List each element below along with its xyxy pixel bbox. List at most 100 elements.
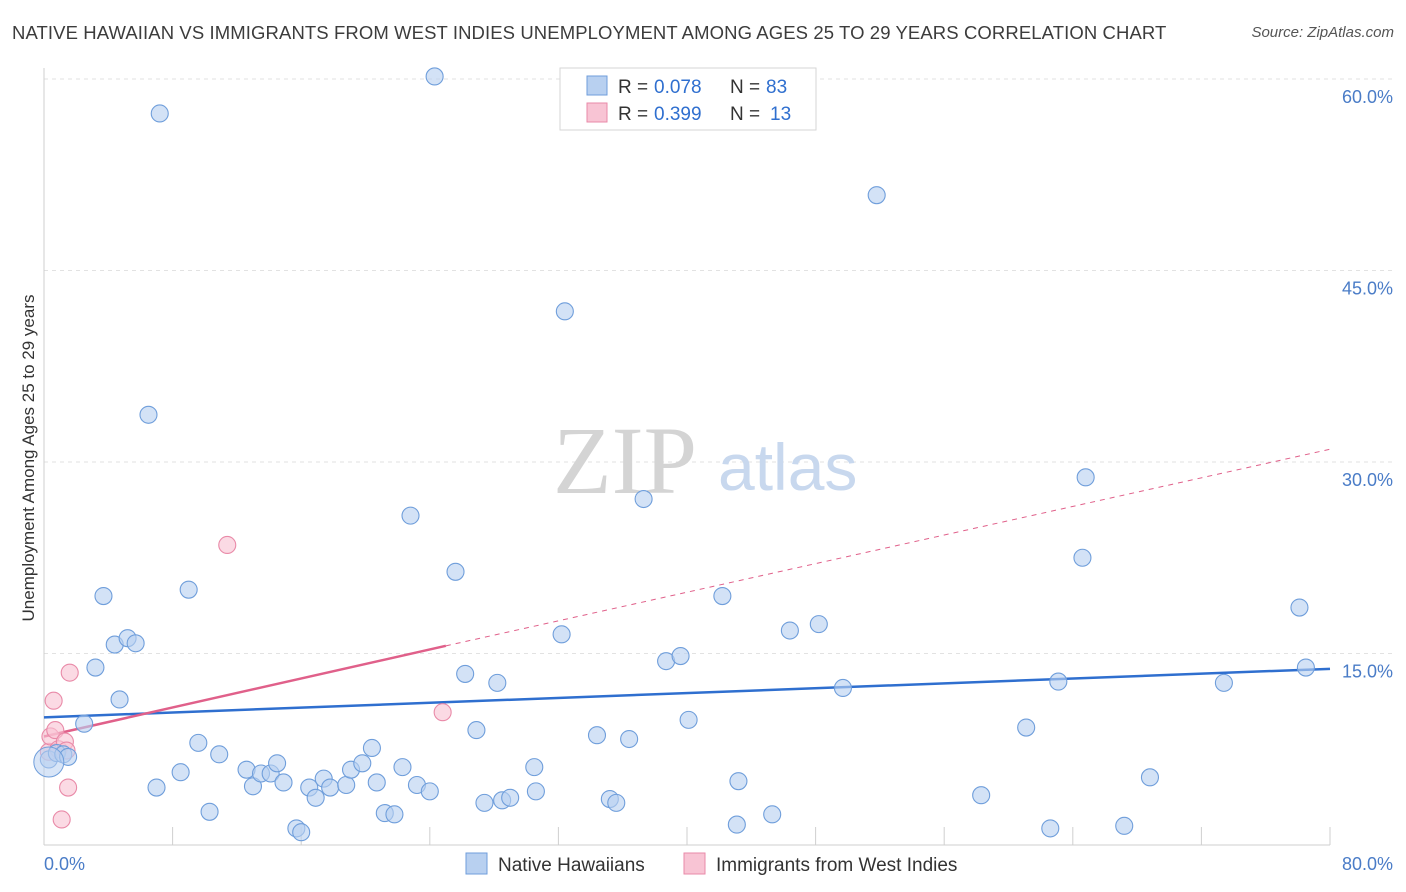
point-native-hawaiians — [809, 615, 828, 634]
trend-line-native-hawaiians — [43, 667, 1331, 719]
point-native-hawaiians — [200, 802, 219, 821]
point-west-indies — [218, 535, 237, 555]
point-native-hawaiians — [321, 778, 340, 797]
stats-n-label-blue: N = — [730, 77, 760, 98]
point-native-hawaiians — [467, 721, 486, 740]
point-native-hawaiians — [268, 754, 287, 773]
y-tick-label: 45.0% — [1342, 279, 1393, 299]
point-native-hawaiians — [189, 733, 208, 752]
trend-lines — [43, 448, 1331, 738]
stats-n-label-pink: N = — [730, 104, 760, 125]
point-native-hawaiians — [171, 763, 190, 782]
point-native-hawaiians — [367, 773, 386, 792]
point-native-hawaiians — [552, 625, 571, 644]
stats-n-value-pink: 13 — [770, 104, 791, 125]
point-native-hawaiians — [425, 67, 444, 86]
point-native-hawaiians — [607, 793, 626, 812]
point-native-hawaiians — [1073, 548, 1092, 567]
source-credit: Source: ZipAtlas.com — [1251, 24, 1394, 41]
stats-r-label-blue: R = — [618, 77, 648, 98]
point-native-hawaiians — [488, 673, 507, 692]
point-native-hawaiians — [679, 710, 698, 729]
point-native-hawaiians — [1049, 672, 1068, 691]
legend-label-native-hawaiians: Native Hawaiians — [498, 855, 645, 876]
point-native-hawaiians — [833, 678, 852, 698]
point-west-indies — [44, 691, 63, 710]
watermark-zip: ZIP — [553, 407, 697, 514]
trend-line-west-indies-extension — [445, 448, 1331, 647]
point-native-hawaiians — [179, 580, 198, 599]
point-native-hawaiians — [729, 772, 748, 791]
point-west-indies — [52, 810, 71, 829]
y-axis-label: Unemployment Among Ages 25 to 29 years — [19, 295, 38, 622]
point-native-hawaiians — [867, 186, 886, 205]
point-native-hawaiians — [446, 562, 465, 581]
point-native-hawaiians — [385, 805, 404, 824]
point-west-indies — [433, 703, 452, 722]
point-cluster-native-hawaiians — [33, 746, 65, 778]
point-native-hawaiians — [401, 506, 420, 525]
point-native-hawaiians — [634, 489, 653, 509]
point-native-hawaiians — [475, 793, 494, 812]
point-native-hawaiians — [150, 104, 169, 123]
watermark: ZIP atlas — [553, 407, 857, 514]
point-native-hawaiians — [587, 726, 607, 745]
x-tick-label-max: 80.0% — [1342, 854, 1393, 874]
point-native-hawaiians — [620, 729, 639, 749]
stats-r-label-pink: R = — [618, 104, 648, 125]
stats-n-value-blue: 83 — [766, 77, 787, 98]
point-native-hawaiians — [501, 788, 520, 807]
grid-lines — [44, 78, 1394, 654]
point-native-hawaiians — [362, 738, 381, 758]
point-native-hawaiians — [353, 754, 372, 773]
point-native-hawaiians — [1115, 816, 1134, 835]
point-west-indies — [59, 778, 78, 797]
data-points — [33, 67, 1315, 842]
point-native-hawaiians — [456, 664, 475, 683]
x-tick-label-min: 0.0% — [44, 854, 85, 874]
point-native-hawaiians — [727, 815, 746, 834]
point-native-hawaiians — [210, 745, 229, 764]
point-native-hawaiians — [671, 647, 690, 666]
point-native-hawaiians — [139, 405, 158, 424]
legend-swatch-west-indies — [683, 852, 706, 875]
stats-r-value-blue: 0.078 — [654, 77, 702, 98]
point-native-hawaiians — [1017, 718, 1036, 737]
point-native-hawaiians — [525, 758, 544, 777]
trend-line-west-indies — [43, 644, 447, 738]
chart-title: NATIVE HAWAIIAN VS IMMIGRANTS FROM WEST … — [12, 22, 1167, 43]
point-native-hawaiians — [274, 773, 293, 792]
point-native-hawaiians — [110, 690, 129, 709]
point-native-hawaiians — [1140, 768, 1160, 787]
x-tick-labels: 0.0% 80.0% — [44, 854, 1393, 874]
point-native-hawaiians — [86, 658, 105, 677]
point-native-hawaiians — [1296, 658, 1315, 677]
point-native-hawaiians — [126, 634, 145, 653]
point-native-hawaiians — [972, 786, 991, 805]
point-native-hawaiians — [1214, 673, 1233, 692]
stats-swatch-blue — [586, 75, 608, 96]
legend-label-west-indies: Immigrants from West Indies — [716, 855, 957, 876]
y-tick-labels: 15.0% 30.0% 45.0% 60.0% — [1342, 87, 1393, 682]
point-native-hawaiians — [393, 758, 412, 777]
point-native-hawaiians — [75, 714, 94, 733]
point-native-hawaiians — [292, 823, 311, 842]
point-native-hawaiians — [1290, 598, 1309, 617]
y-tick-label: 30.0% — [1342, 470, 1393, 490]
point-native-hawaiians — [1041, 819, 1060, 838]
point-native-hawaiians — [306, 788, 325, 807]
axes — [43, 68, 1331, 846]
stats-legend: R = 0.078 N = 83 R = 0.399 N = 13 — [559, 67, 817, 131]
point-native-hawaiians — [555, 302, 574, 321]
point-native-hawaiians — [763, 805, 782, 824]
point-native-hawaiians — [526, 782, 545, 801]
point-native-hawaiians — [713, 586, 732, 606]
stats-swatch-pink — [586, 102, 608, 123]
point-native-hawaiians — [780, 621, 799, 640]
point-native-hawaiians — [243, 777, 263, 796]
point-native-hawaiians — [147, 778, 166, 797]
watermark-atlas: atlas — [718, 430, 857, 504]
point-native-hawaiians — [420, 782, 439, 801]
legend-swatch-native-hawaiians — [465, 852, 488, 875]
